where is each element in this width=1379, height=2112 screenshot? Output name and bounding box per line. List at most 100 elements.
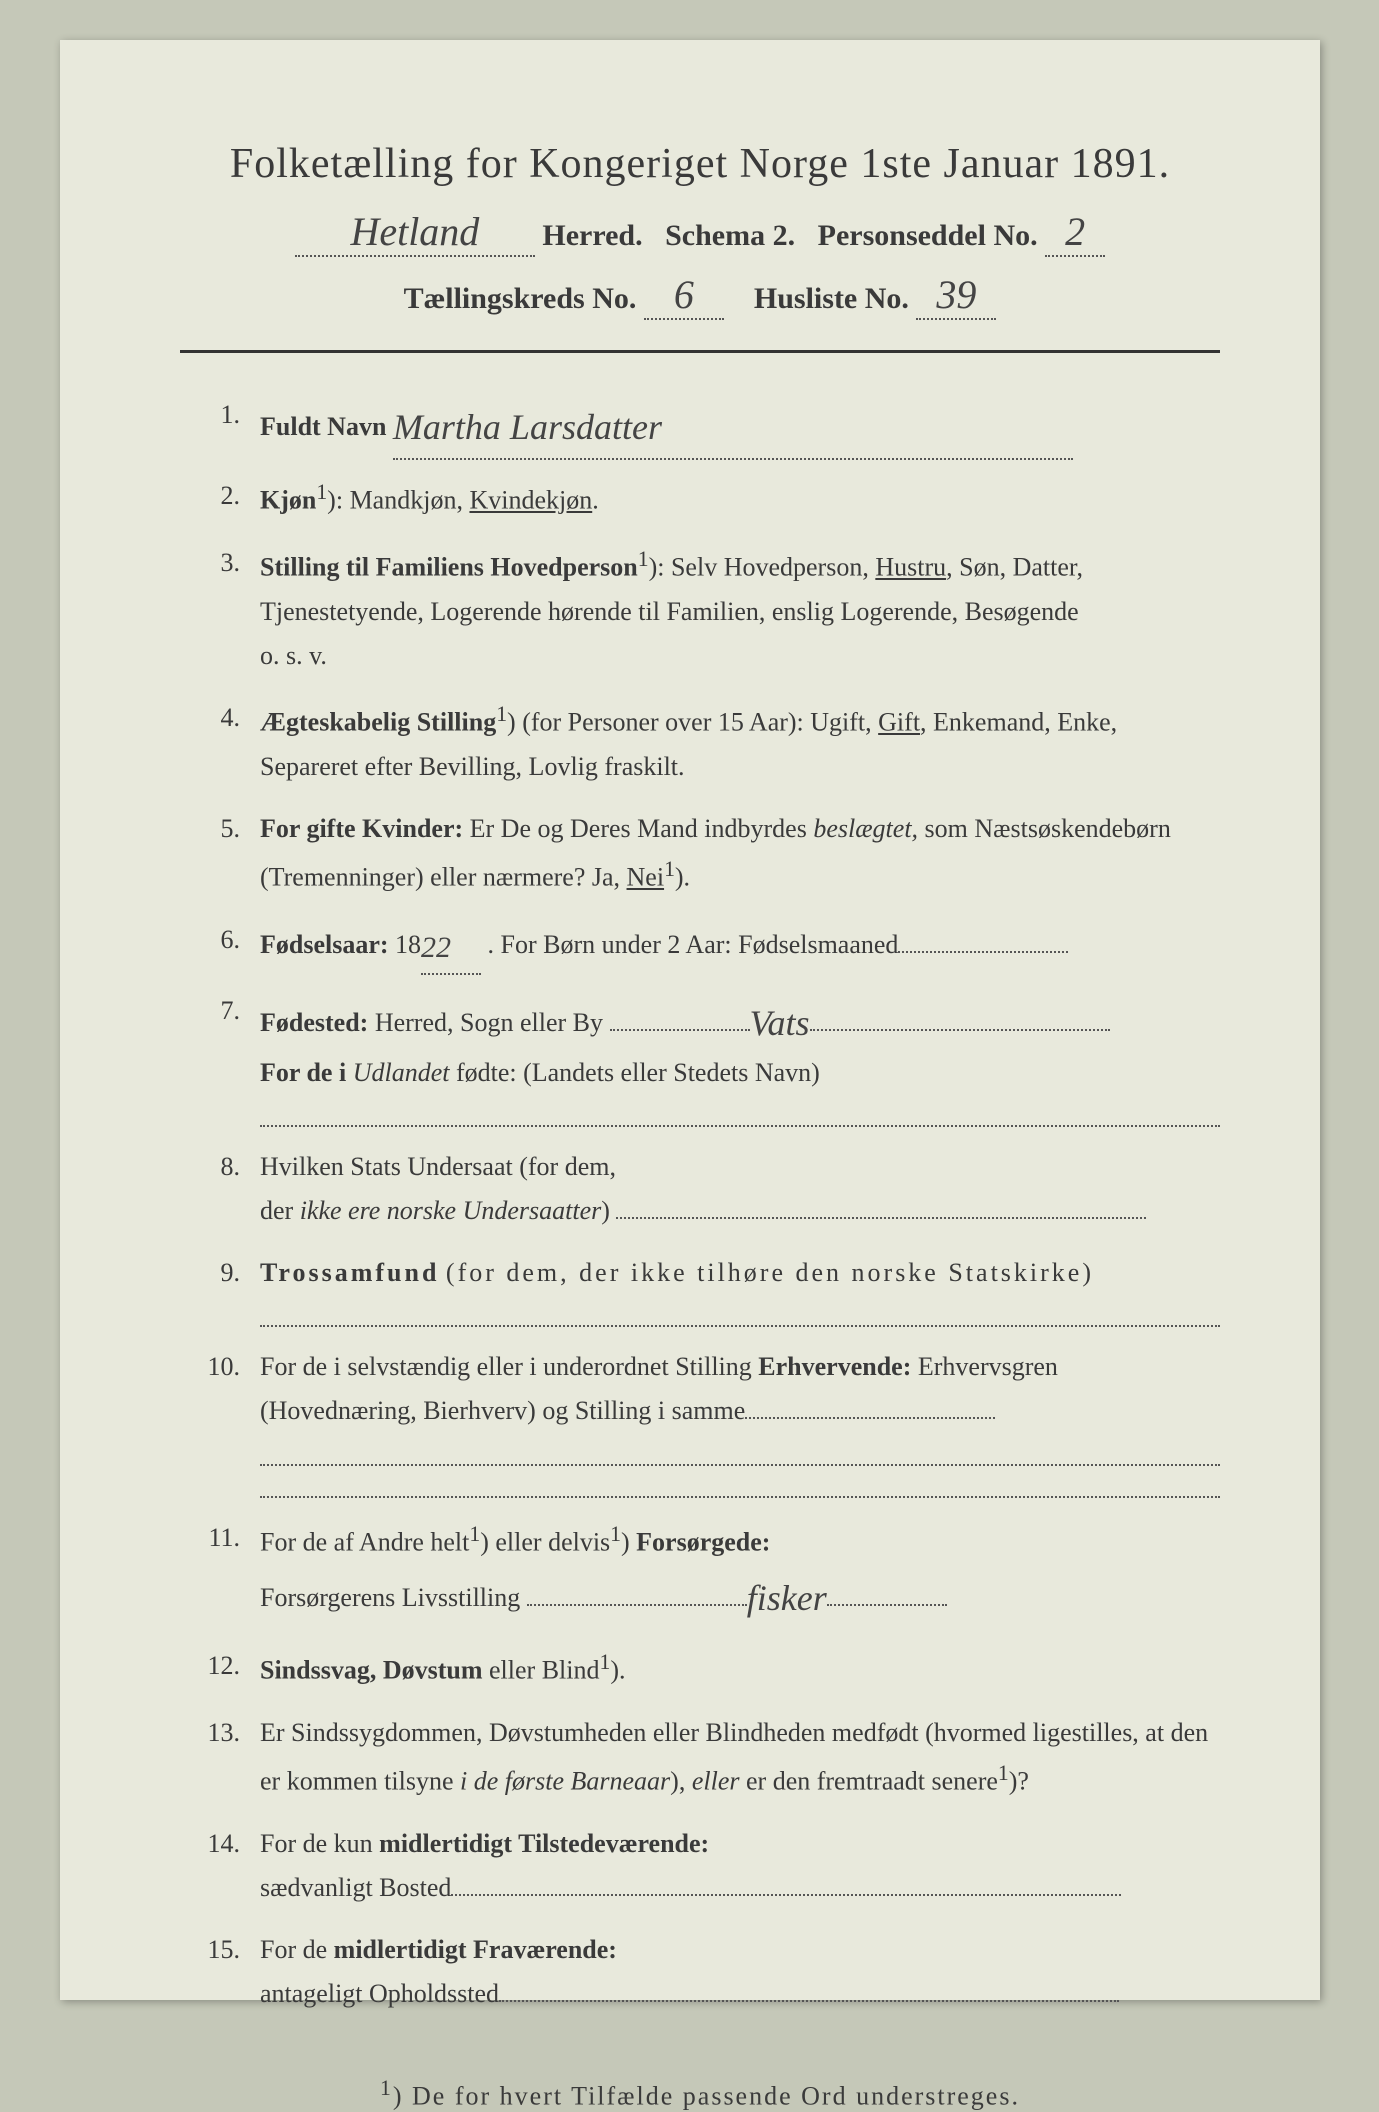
q13-italic: i de første Barneaar <box>460 1766 670 1795</box>
q6-label: Fødselsaar: <box>260 930 389 959</box>
q7-line2italic: Udlandet <box>353 1058 450 1087</box>
footnote: 1) De for hvert Tilfælde passende Ord un… <box>180 2076 1220 2112</box>
q10-text1: For de i selvstændig eller i underordnet… <box>260 1352 758 1381</box>
header-line-3: Tællingskreds No. 6 Husliste No. 39 <box>180 271 1220 320</box>
q1-value: Martha Larsdatter <box>393 397 1073 460</box>
q12-end: ). <box>610 1655 625 1684</box>
divider <box>180 350 1220 353</box>
q1: 1. Fuldt Navn Martha Larsdatter <box>180 393 1220 456</box>
q12-label: Sindssvag, Døvstum <box>260 1655 483 1684</box>
q13-sup: 1 <box>998 1761 1009 1785</box>
q3-num: 3. <box>180 541 260 678</box>
q8-text2: der <box>260 1196 300 1225</box>
q3-text1: Selv Hovedperson, <box>671 553 875 582</box>
q7-num: 7. <box>180 989 260 1126</box>
q4-label: Ægteskabelig Stilling <box>260 708 496 737</box>
q7-line2a: For de i <box>260 1058 353 1087</box>
q8: 8. Hvilken Stats Undersaat (for dem, der… <box>180 1145 1220 1233</box>
q9-text: (for dem, der ikke tilhøre den norske St… <box>446 1258 1094 1287</box>
q2-label: Kjøn <box>260 486 316 515</box>
q8-end: ) <box>601 1196 610 1225</box>
q5: 5. For gifte Kvinder: Er De og Deres Man… <box>180 807 1220 900</box>
husliste-value: 39 <box>916 271 996 320</box>
q14-num: 14. <box>180 1822 260 1910</box>
q3-etc: o. s. v. <box>260 634 1220 678</box>
q12-text: eller Blind <box>489 1655 599 1684</box>
q12: 12. Sindssvag, Døvstum eller Blind1). <box>180 1644 1220 1693</box>
q13-text2: ), <box>670 1766 692 1795</box>
husliste-label: Husliste No. <box>754 282 909 315</box>
q12-num: 12. <box>180 1644 260 1693</box>
q15-text1: For de <box>260 1935 334 1964</box>
personseddel-label: Personseddel No. <box>818 219 1038 252</box>
q9-num: 9. <box>180 1251 260 1327</box>
q5-label: For gifte Kvinder: <box>260 814 463 843</box>
q3-sup: 1 <box>638 547 649 571</box>
q11: 11. For de af Andre helt1) eller delvis1… <box>180 1516 1220 1626</box>
q6-text2: . For Børn under 2 Aar: Fødselsmaaned <box>488 930 899 959</box>
q14-text1: For de kun <box>260 1829 379 1858</box>
q11-text2: ) eller delvis <box>480 1527 610 1556</box>
q14-line2: sædvanligt Bosted <box>260 1873 451 1902</box>
q13-italic2: eller <box>692 1766 740 1795</box>
q1-num: 1. <box>180 393 260 456</box>
q14: 14. For de kun midlertidigt Tilstedevære… <box>180 1822 1220 1910</box>
q4-selected: Gift <box>878 708 920 737</box>
q11-text1: For de af Andre helt <box>260 1527 469 1556</box>
footnote-text: ) De for hvert Tilfælde passende Ord und… <box>393 2082 1020 2111</box>
q6-num: 6. <box>180 918 260 971</box>
q11-line2: Forsørgerens Livsstilling <box>260 1583 520 1612</box>
q9-label: Trossamfund <box>260 1258 439 1287</box>
q12-sup: 1 <box>600 1650 611 1674</box>
herred-label: Herred. <box>542 219 642 252</box>
q5-selected: Nei <box>627 863 665 892</box>
q7-label: Fødested: <box>260 1008 368 1037</box>
q7-value: Vats <box>750 993 810 1054</box>
q11-num: 11. <box>180 1516 260 1626</box>
q14-bold: midlertidigt Tilstedeværende: <box>379 1829 709 1858</box>
q7: 7. Fødested: Herred, Sogn eller By Vats … <box>180 989 1220 1126</box>
q3: 3. Stilling til Familiens Hovedperson1):… <box>180 541 1220 678</box>
schema-label: Schema 2. <box>665 219 795 252</box>
q10-num: 10. <box>180 1345 260 1497</box>
kreds-label: Tællingskreds No. <box>404 282 637 315</box>
q7-text1: Herred, Sogn eller By <box>375 1008 603 1037</box>
q15-num: 15. <box>180 1928 260 2016</box>
q11-bold: Forsørgede: <box>636 1527 770 1556</box>
q5-italic1: beslægtet, <box>813 814 918 843</box>
census-form-page: Folketælling for Kongeriget Norge 1ste J… <box>60 40 1320 2000</box>
q7-line2b: fødte: (Landets eller Stedets Navn) <box>449 1058 819 1087</box>
q2-num: 2. <box>180 474 260 523</box>
q8-italic: ikke ere norske Undersaatter <box>300 1196 602 1225</box>
q5-sup: 1 <box>664 857 675 881</box>
q13-end: )? <box>1009 1766 1029 1795</box>
q3-selected: Hustru <box>875 553 946 582</box>
footnote-sup: 1 <box>380 2076 393 2100</box>
q10-bold: Erhvervende: <box>758 1352 911 1381</box>
q4-num: 4. <box>180 696 260 789</box>
q9: 9. Trossamfund (for dem, der ikke tilhør… <box>180 1251 1220 1327</box>
q10: 10. For de i selvstændig eller i underor… <box>180 1345 1220 1497</box>
q8-num: 8. <box>180 1145 260 1233</box>
q13-num: 13. <box>180 1711 260 1804</box>
q4-text1: (for Personer over 15 Aar): Ugift, <box>522 708 878 737</box>
q11-value: fisker <box>747 1568 827 1629</box>
herred-value: Hetland <box>295 208 535 257</box>
q4: 4. Ægteskabelig Stilling1) (for Personer… <box>180 696 1220 789</box>
q5-text1: Er De og Deres Mand indbyrdes <box>470 814 814 843</box>
main-title: Folketælling for Kongeriget Norge 1ste J… <box>180 140 1220 188</box>
q6-year-prefix: 18 <box>395 930 421 959</box>
q13-text3: er den fremtraadt senere <box>740 1766 998 1795</box>
q2-sup: 1 <box>316 480 327 504</box>
q1-label: Fuldt Navn <box>260 412 386 441</box>
q5-end: ). <box>675 863 690 892</box>
q6: 6. Fødselsaar: 1822 . For Børn under 2 A… <box>180 918 1220 971</box>
q2-selected: Kvindekjøn <box>469 486 592 515</box>
q8-text1: Hvilken Stats Undersaat (for dem, <box>260 1152 616 1181</box>
kreds-value: 6 <box>644 271 724 320</box>
q2-options: Mandkjøn, <box>350 486 470 515</box>
q5-num: 5. <box>180 807 260 900</box>
q11-text3: ) <box>621 1527 636 1556</box>
q11-sup1: 1 <box>469 1522 480 1546</box>
q15-bold: midlertidigt Fraværende: <box>334 1935 617 1964</box>
